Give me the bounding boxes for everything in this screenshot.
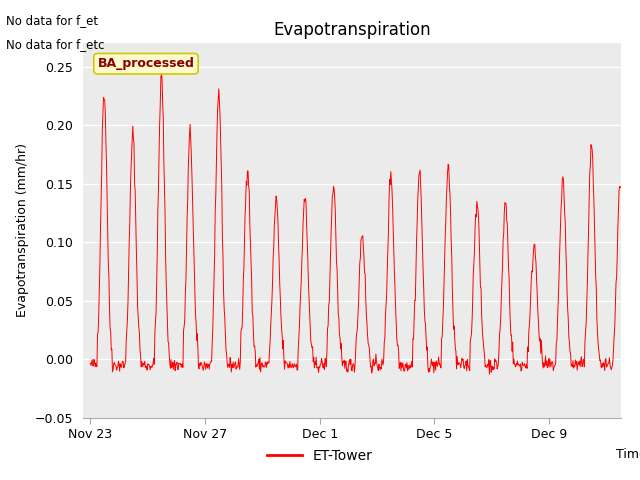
X-axis label: Time: Time xyxy=(616,447,640,460)
Y-axis label: Evapotranspiration (mm/hr): Evapotranspiration (mm/hr) xyxy=(17,144,29,317)
Text: No data for f_etc: No data for f_etc xyxy=(6,38,105,51)
Text: BA_processed: BA_processed xyxy=(97,57,195,70)
Legend: ET-Tower: ET-Tower xyxy=(262,443,378,468)
Text: No data for f_et: No data for f_et xyxy=(6,14,99,27)
Title: Evapotranspiration: Evapotranspiration xyxy=(273,21,431,39)
